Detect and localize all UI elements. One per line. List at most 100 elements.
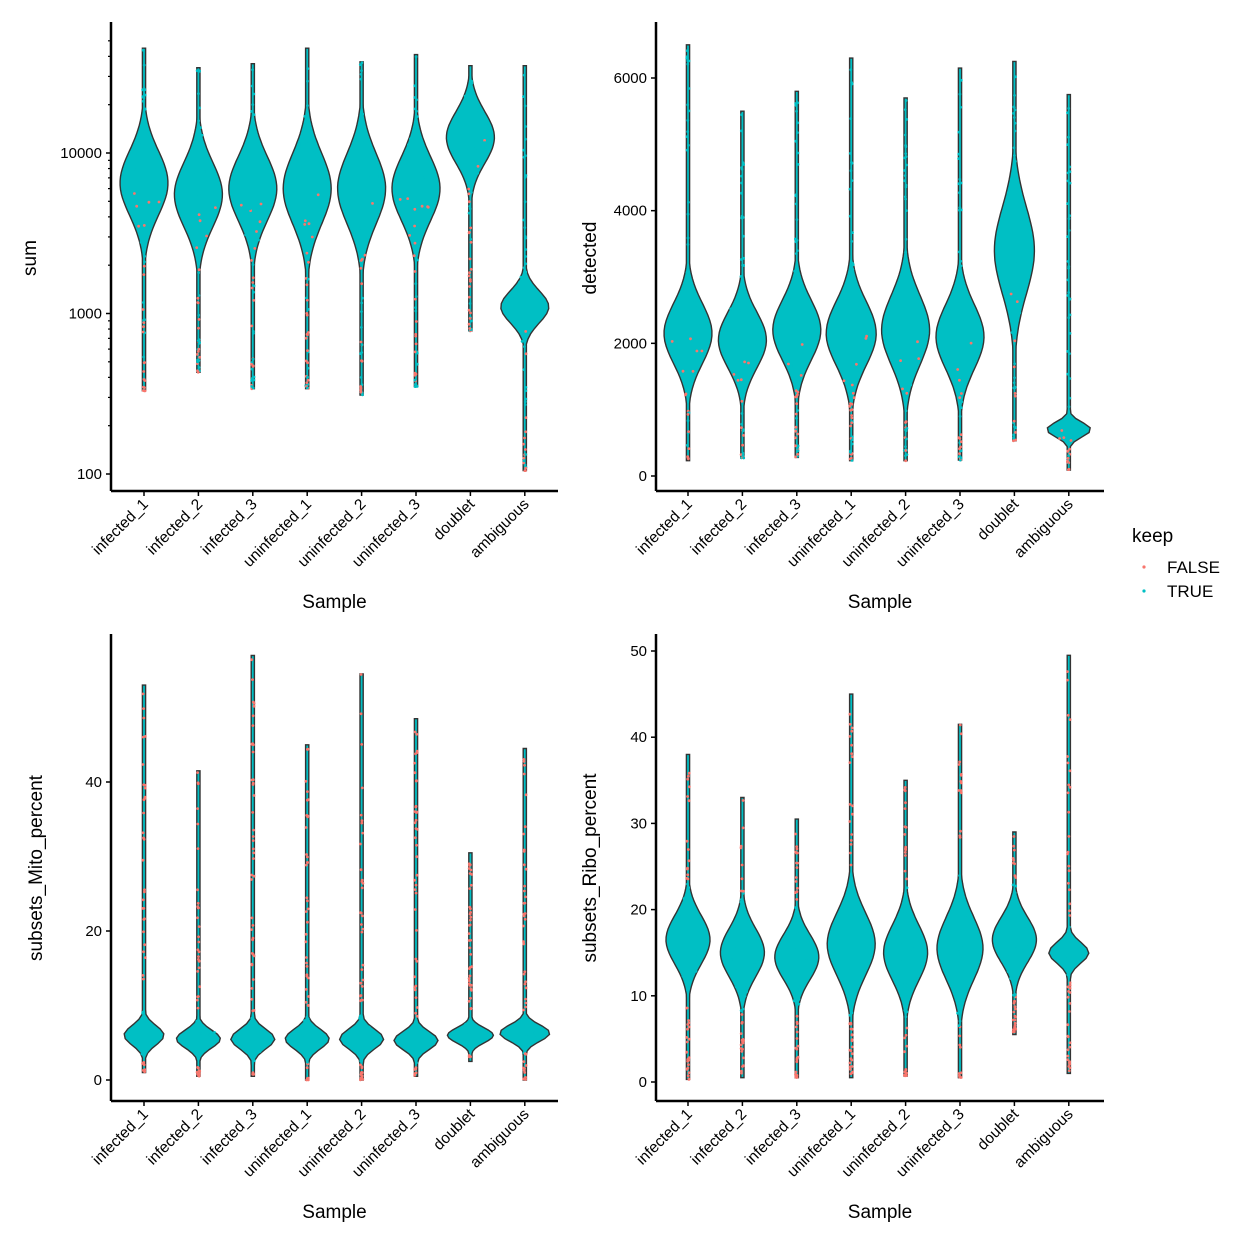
point-keep-false [360,930,364,934]
point-keep-true [359,1059,363,1063]
point-keep-false [687,785,691,789]
y-tick-label: 0 [639,1074,647,1091]
point-keep-true [143,107,147,111]
point-keep-true [360,301,364,305]
point-keep-true [686,59,690,63]
point-keep-false [1068,984,1072,987]
point-keep-false [850,755,854,759]
x-tick-label: doublet [974,495,1022,543]
point-keep-false [959,773,963,777]
point-keep-true [1012,105,1016,109]
point-keep-false [522,1008,525,1012]
violin-doublet [991,831,1038,1036]
point-keep-true [956,1011,959,1015]
point-keep-true [957,994,961,997]
x-tick-label: doublet [430,495,478,543]
point-keep-true [200,1032,204,1035]
point-keep-false [850,743,853,747]
point-keep-true [251,357,255,361]
point-keep-false [524,1005,528,1009]
point-keep-true [958,955,962,959]
point-keep-false [250,259,253,262]
point-keep-true [958,1019,962,1023]
point-keep-true [794,906,797,910]
point-keep-true [959,264,963,268]
point-keep-true [943,953,946,957]
point-keep-true [1001,245,1005,249]
point-keep-false [253,247,257,250]
point-keep-true [899,942,902,946]
point-keep-true [686,212,690,216]
point-keep-false [196,995,200,999]
point-keep-true [964,915,967,919]
point-keep-false [304,932,308,936]
point-keep-false [850,833,854,836]
point-keep-false [413,986,417,989]
point-keep-false [864,337,868,340]
point-keep-false [523,917,527,921]
point-keep-false [687,1019,690,1022]
point-keep-false [143,786,147,790]
point-keep-false [197,1074,201,1078]
point-keep-true [470,81,474,85]
point-keep-true [143,254,147,258]
point-keep-true [524,137,527,141]
point-keep-false [1068,991,1072,994]
point-keep-true [307,126,311,130]
point-keep-true [360,310,363,313]
point-keep-false [850,752,854,756]
point-keep-false [251,811,255,814]
point-keep-false [1068,986,1072,990]
point-keep-false [795,847,799,851]
point-keep-true [198,106,201,110]
x-tick-label: infected_1 [633,496,696,559]
point-keep-true [960,400,964,404]
point-keep-true [740,422,744,426]
point-keep-true [1017,192,1021,196]
point-keep-false [413,810,417,813]
point-keep-false [524,416,528,419]
point-keep-false [1068,1002,1072,1005]
point-keep-true [414,306,417,309]
point-keep-true [741,891,745,895]
point-keep-true [300,142,303,146]
point-keep-false [414,996,418,999]
point-keep-true [1019,910,1023,914]
point-keep-true [1007,965,1010,969]
x-axis-title: Sample [848,592,912,613]
point-keep-true [798,985,801,989]
point-keep-false [426,205,430,209]
point-keep-true [484,1034,488,1037]
point-keep-true [1068,170,1072,174]
point-keep-true [904,993,908,996]
point-keep-true [963,969,966,973]
point-keep-false [142,378,146,381]
point-keep-true [358,1053,362,1057]
point-keep-false [359,266,363,270]
point-keep-false [305,381,309,385]
point-keep-false [959,1045,962,1049]
point-keep-true [959,78,963,82]
point-keep-true [730,958,733,961]
point-keep-false [157,200,161,204]
y-tick-label: 10 [630,988,647,1005]
point-keep-true [360,69,363,73]
point-keep-false [142,977,145,981]
point-keep-false [794,429,798,433]
point-keep-false [306,1004,310,1007]
point-keep-true [794,194,798,198]
point-keep-true [306,375,309,379]
point-keep-true [674,948,678,952]
point-keep-true [849,450,852,454]
x-tick-label: infected_2 [688,1106,751,1169]
point-keep-true [903,156,906,160]
point-keep-true [305,1015,309,1019]
point-keep-true [415,1061,418,1065]
point-keep-true [958,177,962,181]
y-tick-label: 0 [94,1072,102,1089]
point-keep-true [523,200,527,204]
point-keep-false [413,771,417,775]
point-keep-true [525,1035,529,1039]
point-keep-false [250,963,254,967]
point-keep-false [1067,835,1071,838]
